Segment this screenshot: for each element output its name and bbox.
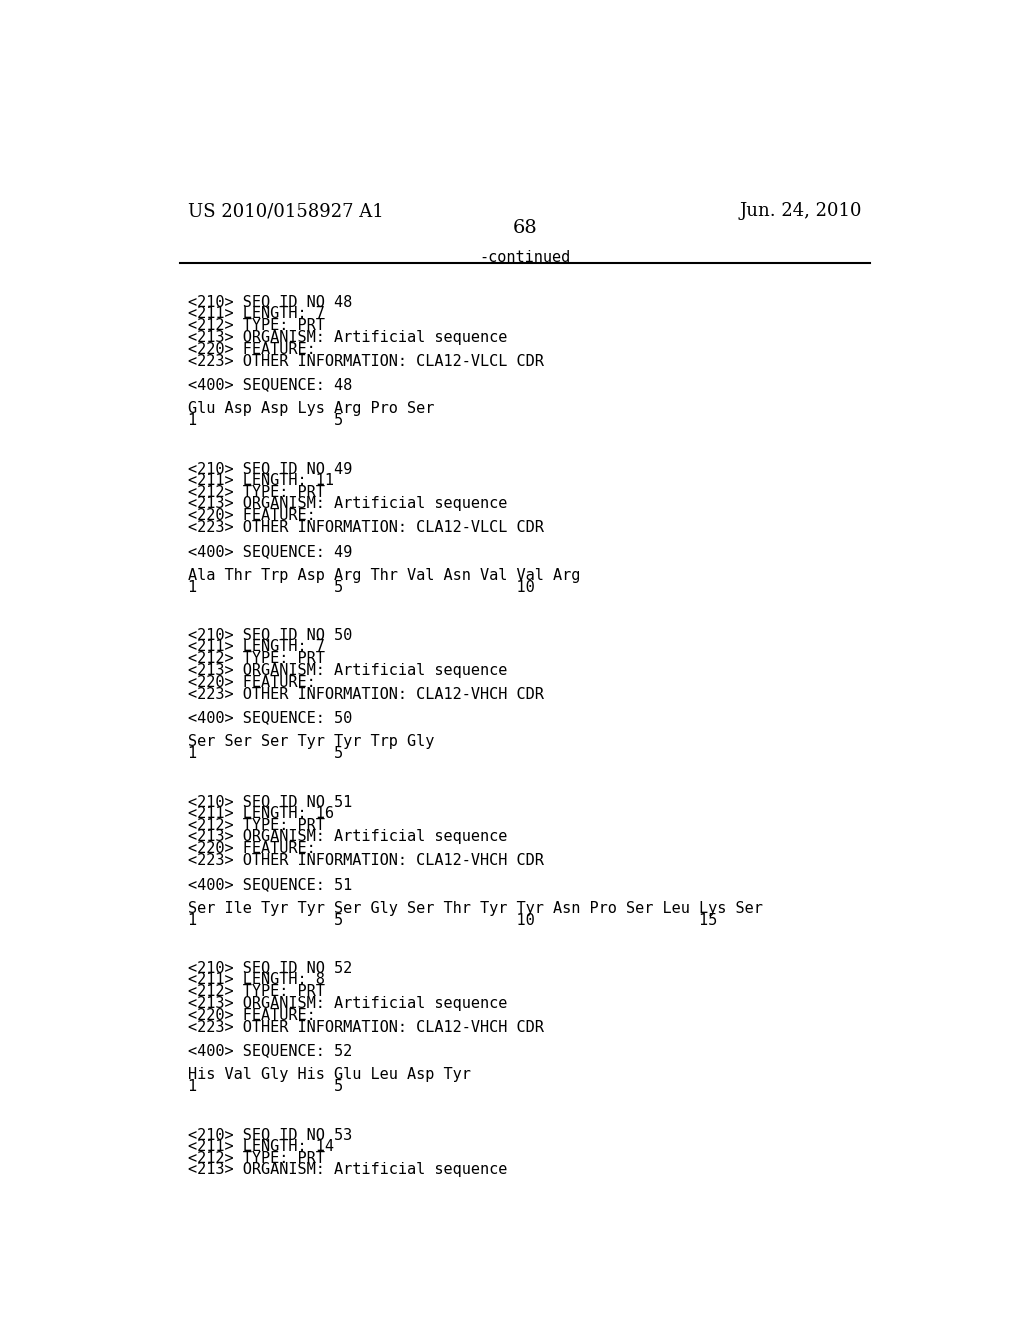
Text: <211> LENGTH: 7: <211> LENGTH: 7 [187,639,325,655]
Text: <220> FEATURE:: <220> FEATURE: [187,508,315,523]
Text: <212> TYPE: PRT: <212> TYPE: PRT [187,651,325,667]
Text: Glu Asp Asp Lys Arg Pro Ser: Glu Asp Asp Lys Arg Pro Ser [187,401,434,416]
Text: <212> TYPE: PRT: <212> TYPE: PRT [187,1151,325,1166]
Text: <223> OTHER INFORMATION: CLA12-VHCH CDR: <223> OTHER INFORMATION: CLA12-VHCH CDR [187,686,544,702]
Text: 1               5: 1 5 [187,413,343,428]
Text: <210> SEQ ID NO 48: <210> SEQ ID NO 48 [187,294,352,309]
Text: Jun. 24, 2010: Jun. 24, 2010 [739,202,862,220]
Text: 1               5: 1 5 [187,746,343,762]
Text: <212> TYPE: PRT: <212> TYPE: PRT [187,983,325,999]
Text: Ser Ile Tyr Tyr Ser Gly Ser Thr Tyr Tyr Asn Pro Ser Leu Lys Ser: Ser Ile Tyr Tyr Ser Gly Ser Thr Tyr Tyr … [187,900,763,916]
Text: <400> SEQUENCE: 48: <400> SEQUENCE: 48 [187,378,352,392]
Text: 1               5                   10: 1 5 10 [187,579,535,595]
Text: <212> TYPE: PRT: <212> TYPE: PRT [187,318,325,333]
Text: <211> LENGTH: 11: <211> LENGTH: 11 [187,473,334,487]
Text: 1               5                   10                  15: 1 5 10 15 [187,912,717,928]
Text: Ser Ser Ser Tyr Tyr Trp Gly: Ser Ser Ser Tyr Tyr Trp Gly [187,734,434,750]
Text: <211> LENGTH: 16: <211> LENGTH: 16 [187,805,334,821]
Text: Ala Thr Trp Asp Arg Thr Val Asn Val Val Arg: Ala Thr Trp Asp Arg Thr Val Asn Val Val … [187,568,580,583]
Text: <213> ORGANISM: Artificial sequence: <213> ORGANISM: Artificial sequence [187,829,507,845]
Text: <213> ORGANISM: Artificial sequence: <213> ORGANISM: Artificial sequence [187,663,507,678]
Text: <210> SEQ ID NO 50: <210> SEQ ID NO 50 [187,627,352,643]
Text: 1               5: 1 5 [187,1080,343,1094]
Text: <223> OTHER INFORMATION: CLA12-VHCH CDR: <223> OTHER INFORMATION: CLA12-VHCH CDR [187,1019,544,1035]
Text: US 2010/0158927 A1: US 2010/0158927 A1 [187,202,383,220]
Text: <210> SEQ ID NO 52: <210> SEQ ID NO 52 [187,960,352,975]
Text: <220> FEATURE:: <220> FEATURE: [187,1007,315,1023]
Text: <220> FEATURE:: <220> FEATURE: [187,675,315,690]
Text: -continued: -continued [479,249,570,265]
Text: His Val Gly His Glu Leu Asp Tyr: His Val Gly His Glu Leu Asp Tyr [187,1068,470,1082]
Text: <211> LENGTH: 8: <211> LENGTH: 8 [187,972,325,987]
Text: <212> TYPE: PRT: <212> TYPE: PRT [187,817,325,833]
Text: <220> FEATURE:: <220> FEATURE: [187,342,315,356]
Text: <400> SEQUENCE: 49: <400> SEQUENCE: 49 [187,544,352,560]
Text: <400> SEQUENCE: 50: <400> SEQUENCE: 50 [187,710,352,726]
Text: <210> SEQ ID NO 53: <210> SEQ ID NO 53 [187,1127,352,1142]
Text: <213> ORGANISM: Artificial sequence: <213> ORGANISM: Artificial sequence [187,995,507,1011]
Text: <212> TYPE: PRT: <212> TYPE: PRT [187,484,325,499]
Text: <211> LENGTH: 7: <211> LENGTH: 7 [187,306,325,321]
Text: <400> SEQUENCE: 51: <400> SEQUENCE: 51 [187,876,352,892]
Text: <210> SEQ ID NO 49: <210> SEQ ID NO 49 [187,461,352,475]
Text: <223> OTHER INFORMATION: CLA12-VLCL CDR: <223> OTHER INFORMATION: CLA12-VLCL CDR [187,354,544,368]
Text: <400> SEQUENCE: 52: <400> SEQUENCE: 52 [187,1044,352,1059]
Text: <223> OTHER INFORMATION: CLA12-VHCH CDR: <223> OTHER INFORMATION: CLA12-VHCH CDR [187,853,544,869]
Text: <213> ORGANISM: Artificial sequence: <213> ORGANISM: Artificial sequence [187,496,507,511]
Text: <213> ORGANISM: Artificial sequence: <213> ORGANISM: Artificial sequence [187,1163,507,1177]
Text: <210> SEQ ID NO 51: <210> SEQ ID NO 51 [187,793,352,809]
Text: <220> FEATURE:: <220> FEATURE: [187,841,315,857]
Text: <213> ORGANISM: Artificial sequence: <213> ORGANISM: Artificial sequence [187,330,507,345]
Text: <211> LENGTH: 14: <211> LENGTH: 14 [187,1139,334,1154]
Text: <223> OTHER INFORMATION: CLA12-VLCL CDR: <223> OTHER INFORMATION: CLA12-VLCL CDR [187,520,544,535]
Text: 68: 68 [512,219,538,238]
